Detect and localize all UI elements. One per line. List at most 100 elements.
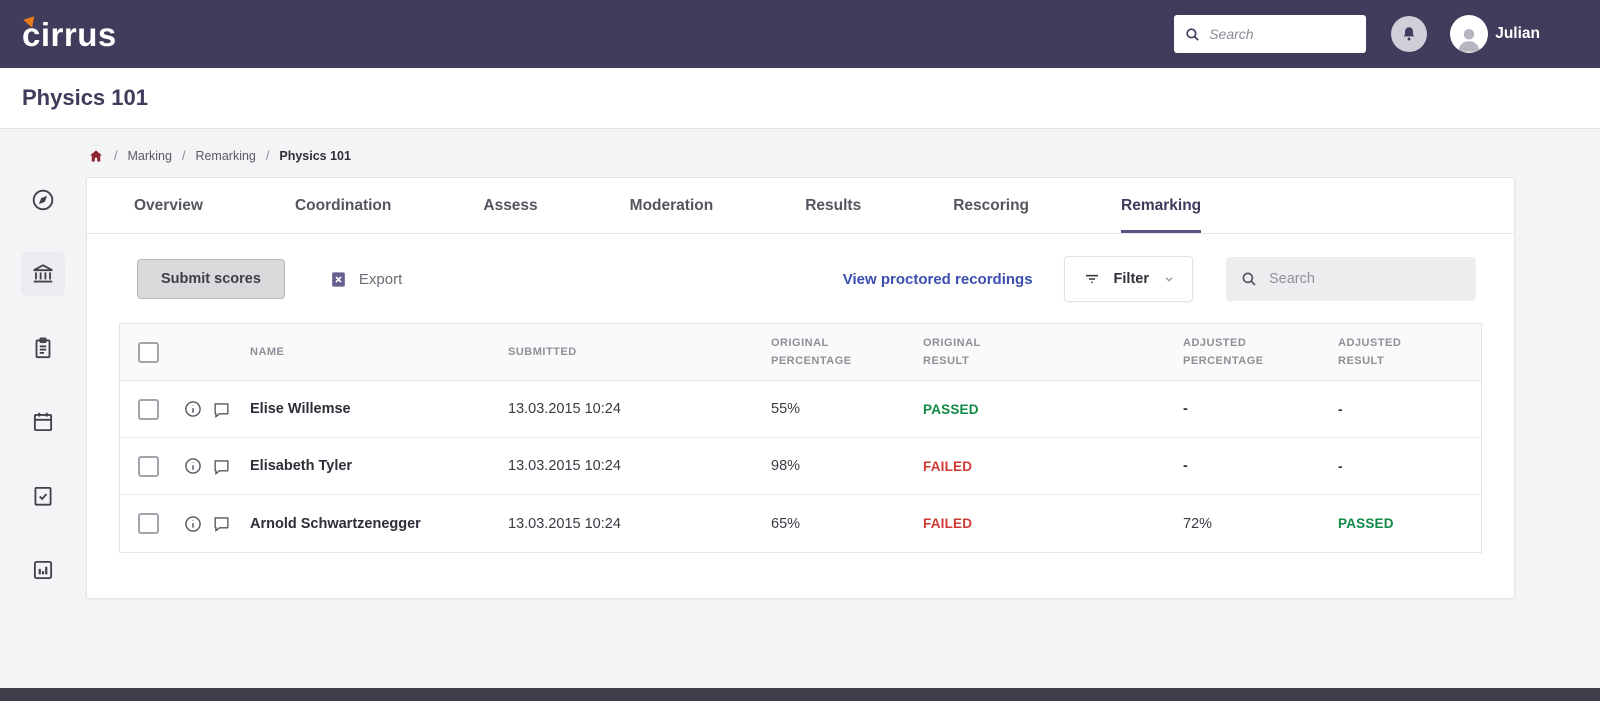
tab-moderation[interactable]: Moderation: [629, 196, 714, 214]
bar-chart-icon: [30, 557, 56, 583]
user-name[interactable]: Julian: [1495, 25, 1540, 42]
global-search: [1174, 15, 1367, 53]
original-percentage: 55%: [771, 401, 801, 417]
table-row: Arnold Schwartzenegger 13.03.2015 10:24 …: [120, 495, 1481, 552]
search-icon: [1240, 270, 1258, 288]
filter-button[interactable]: Filter: [1063, 256, 1193, 302]
column-header-original-result: ORIGINAL RESULT: [923, 336, 981, 367]
tab-rescoring[interactable]: Rescoring: [953, 196, 1030, 214]
top-navbar: cirrus Julian: [0, 0, 1600, 68]
bottom-bar: [0, 688, 1600, 701]
original-percentage: 65%: [771, 515, 801, 532]
adjusted-percentage: -: [1183, 458, 1188, 474]
breadcrumb-item[interactable]: Marking: [127, 149, 172, 163]
table-row: Elise Willemse 13.03.2015 10:24 55% PASS…: [120, 381, 1481, 438]
student-name: Arnold Schwartzenegger: [250, 515, 421, 532]
breadcrumb-separator: /: [181, 149, 186, 163]
brand-logo[interactable]: cirrus: [22, 11, 117, 53]
row-checkbox[interactable]: [137, 455, 159, 477]
adjusted-percentage: -: [1183, 401, 1188, 417]
breadcrumb-item: Physics 101: [279, 149, 351, 163]
submitted-date: 13.03.2015 10:24: [508, 515, 621, 532]
content-card: Overview Coordination Assess Moderation Resu…: [86, 177, 1515, 599]
brand-text: cirrus: [22, 15, 117, 53]
global-search-input[interactable]: [1209, 26, 1357, 42]
tab-assess[interactable]: Assess: [483, 196, 538, 214]
filter-label: Filter: [1113, 271, 1149, 287]
original-result: FAILED: [923, 458, 973, 474]
person-icon: [1454, 23, 1484, 53]
sidebar-item-dashboard[interactable]: [21, 178, 65, 222]
clipboard-icon: [30, 335, 56, 361]
info-icon[interactable]: [176, 456, 210, 476]
table-row: Elisabeth Tyler 13.03.2015 10:24 98% FAI…: [120, 438, 1481, 495]
comment-icon[interactable]: [210, 400, 250, 419]
user-avatar[interactable]: [1450, 15, 1489, 53]
calendar-icon: [30, 409, 56, 435]
sidebar-item-calendar[interactable]: [21, 400, 65, 444]
sidebar-item-reports[interactable]: [21, 548, 65, 592]
export-button[interactable]: Export: [329, 270, 402, 289]
results-table: NAME SUBMITTED ORIGINAL PERCENTAGE ORIGI…: [119, 323, 1482, 553]
column-header-submitted: SUBMITTED: [508, 345, 577, 358]
breadcrumb: / Marking / Remarking / Physics 101: [88, 148, 1515, 164]
column-header-name: NAME: [250, 345, 285, 358]
export-file-icon: [329, 270, 348, 289]
info-icon[interactable]: [176, 399, 210, 419]
chevron-down-icon: [1162, 272, 1176, 286]
page-title: Physics 101: [22, 85, 148, 110]
student-name: Elise Willemse: [250, 401, 351, 417]
table-search: [1226, 257, 1476, 301]
tab-coordination[interactable]: Coordination: [294, 196, 392, 214]
column-header-original-percentage: ORIGINAL PERCENTAGE: [771, 336, 852, 367]
adjusted-result: -: [1338, 401, 1343, 417]
comment-icon[interactable]: [210, 514, 250, 533]
left-sidebar: [0, 128, 85, 688]
view-proctored-recordings-link[interactable]: View proctored recordings: [842, 270, 1033, 288]
tab-overview[interactable]: Overview: [134, 196, 203, 214]
navbar-right: Julian: [1174, 15, 1540, 53]
adjusted-result: PASSED: [1338, 516, 1394, 531]
breadcrumb-items: / Marking / Remarking / Physics 101: [114, 149, 351, 163]
original-result: PASSED: [923, 401, 979, 417]
original-result: FAILED: [923, 516, 973, 531]
row-checkbox[interactable]: [137, 513, 159, 534]
main-area: / Marking / Remarking / Physics 101 Overview C…: [85, 128, 1600, 688]
table-header-row: NAME SUBMITTED ORIGINAL PERCENTAGE ORIGI…: [120, 324, 1481, 381]
select-all-checkbox[interactable]: [137, 341, 159, 363]
breadcrumb-separator: /: [114, 149, 118, 163]
info-icon[interactable]: [176, 514, 210, 534]
column-header-adjusted-result: ADJUSTED RESULT: [1338, 336, 1402, 367]
comment-icon[interactable]: [210, 457, 250, 476]
institution-icon: [30, 261, 56, 287]
adjusted-percentage: 72%: [1183, 515, 1213, 532]
filter-icon: [1083, 270, 1101, 288]
sidebar-item-institution[interactable]: [20, 252, 65, 296]
column-header-adjusted-percentage: ADJUSTED PERCENTAGE: [1183, 336, 1264, 367]
compass-icon: [30, 187, 56, 213]
sidebar-item-tasks[interactable]: [21, 474, 65, 518]
bell-icon: [1400, 25, 1418, 43]
student-name: Elisabeth Tyler: [250, 458, 353, 474]
submit-scores-button[interactable]: Submit scores: [137, 259, 285, 299]
original-percentage: 98%: [771, 458, 801, 474]
adjusted-result: -: [1338, 458, 1343, 474]
tab-results[interactable]: Results: [805, 196, 862, 214]
toolbar: Submit scores Export View proctored reco…: [137, 256, 1476, 302]
breadcrumb-separator: /: [265, 149, 270, 163]
row-checkbox[interactable]: [137, 398, 159, 420]
table-search-input[interactable]: [1269, 271, 1462, 287]
search-icon: [1184, 26, 1201, 43]
submitted-date: 13.03.2015 10:24: [508, 401, 621, 417]
tab-bar: Overview Coordination Assess Moderation Resu…: [87, 178, 1514, 234]
submitted-date: 13.03.2015 10:24: [508, 458, 621, 474]
table-body: Elise Willemse 13.03.2015 10:24 55% PASS…: [120, 381, 1481, 552]
export-label: Export: [358, 270, 403, 288]
page-title-bar: Physics 101: [0, 68, 1600, 128]
tab-remarking[interactable]: Remarking: [1121, 178, 1202, 233]
home-icon[interactable]: [88, 148, 104, 164]
notifications-button[interactable]: [1391, 16, 1428, 52]
tasks-icon: [30, 483, 56, 509]
breadcrumb-item[interactable]: Remarking: [195, 149, 256, 163]
sidebar-item-assignments[interactable]: [21, 326, 65, 370]
